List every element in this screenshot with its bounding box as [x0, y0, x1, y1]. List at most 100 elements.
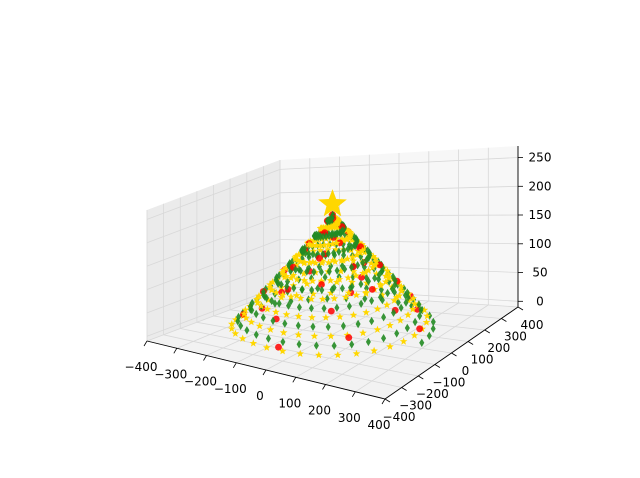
green-diamond-point	[244, 326, 250, 335]
green-diamond-point	[362, 294, 368, 303]
gold-star-point	[287, 274, 295, 282]
green-diamond-point	[326, 215, 332, 225]
x-tick-mark	[173, 348, 178, 354]
green-diamond-point	[310, 322, 316, 331]
x-tick-label: −300	[154, 367, 187, 381]
gold-star-point	[356, 248, 364, 257]
gold-star-point	[278, 347, 287, 355]
gold-star-point	[383, 301, 391, 309]
gold-star-point	[282, 264, 290, 272]
green-diamond-point	[340, 321, 346, 331]
green-diamond-point	[331, 283, 337, 292]
gold-star-point	[359, 269, 367, 277]
gold-star-point	[311, 259, 320, 267]
green-diamond-point	[360, 258, 366, 267]
x-tick-mark	[232, 362, 237, 369]
green-diamond-point	[276, 299, 282, 308]
red-ornament-point	[368, 286, 376, 293]
gold-star-point	[386, 321, 394, 329]
gold-star-point	[343, 226, 351, 234]
gold-star-point	[333, 278, 341, 286]
y-tick-mark	[384, 398, 391, 403]
green-diamond-point	[278, 280, 284, 289]
gold-star-point	[282, 272, 291, 280]
gold-star-point	[316, 241, 324, 249]
grid-line-y-floor	[263, 296, 502, 319]
grid-line-z-left	[146, 192, 281, 244]
gold-star-point	[279, 290, 287, 299]
gold-star-point	[373, 325, 382, 333]
gold-star-point	[309, 241, 318, 249]
green-diamond-point	[336, 247, 342, 256]
y-tick-label: −400	[383, 410, 416, 424]
gold-star-point	[358, 246, 367, 254]
y-tick-label: 300	[504, 330, 527, 344]
gold-star-point	[341, 293, 350, 301]
gold-star-point	[238, 334, 247, 342]
gold-star-point	[300, 258, 309, 266]
gold-star-point	[371, 254, 380, 263]
green-diamond-point	[430, 324, 436, 333]
green-diamond-point	[366, 277, 371, 286]
gold-star-point	[327, 332, 335, 340]
green-diamond-point	[310, 250, 316, 259]
grid-line-z-back	[279, 185, 519, 194]
green-diamond-point	[381, 313, 387, 322]
gold-star-point	[339, 236, 348, 244]
green-diamond-point	[417, 311, 423, 321]
gold-star-point	[352, 291, 361, 299]
gold-star-point	[330, 294, 339, 302]
green-diamond-point	[381, 334, 387, 343]
green-diamond-point	[293, 265, 299, 274]
x-tick-label: 100	[278, 396, 301, 410]
green-diamond-point	[320, 232, 326, 241]
gold-star-point	[317, 277, 326, 285]
gold-star-point	[386, 342, 394, 350]
x-tick-mark	[203, 355, 207, 361]
grid-line-z-left	[146, 262, 281, 314]
gold-star-point	[255, 291, 263, 300]
grid-line-y-floor	[163, 334, 402, 388]
gold-star-point	[253, 295, 261, 303]
gold-star-point	[294, 250, 303, 258]
green-diamond-point	[405, 293, 411, 302]
gold-star-point	[257, 301, 265, 310]
gold-star-point	[369, 252, 377, 260]
green-diamond-point	[342, 264, 348, 274]
gold-star-point	[307, 295, 316, 303]
gold-star-point	[344, 227, 353, 235]
gold-star-point	[409, 305, 417, 313]
green-diamond-point	[296, 340, 302, 349]
green-diamond-point	[389, 284, 395, 294]
gold-star-point	[308, 313, 316, 321]
gold-star-point	[404, 311, 412, 319]
gold-star-point	[318, 295, 327, 303]
gold-star-point	[291, 255, 300, 263]
gold-star-point	[420, 306, 429, 314]
green-diamond-point	[309, 285, 315, 295]
x-tick-mark	[143, 340, 148, 347]
x-tick-label: −200	[184, 375, 217, 389]
gold-star-point	[337, 256, 346, 264]
gold-star-point	[309, 290, 318, 298]
gold-star-point	[390, 296, 399, 304]
gold-star-point	[348, 253, 357, 261]
x-tick-label: −400	[125, 360, 158, 374]
gold-star-point	[383, 266, 392, 275]
gold-star-point	[322, 313, 330, 321]
red-ornament-point	[275, 343, 282, 351]
y-tick-label: −300	[399, 399, 432, 413]
green-diamond-point	[319, 285, 325, 295]
green-diamond-point	[316, 262, 322, 271]
gold-star-point	[349, 256, 358, 265]
green-diamond-point	[349, 282, 355, 291]
x-tick-label: 300	[338, 411, 361, 425]
gold-star-point	[305, 258, 314, 267]
green-diamond-point	[318, 267, 324, 277]
gold-star-point	[353, 251, 361, 259]
gold-star-point	[249, 339, 258, 347]
green-diamond-point	[358, 299, 364, 308]
green-diamond-point	[403, 298, 409, 307]
z-tick-label: 200	[529, 179, 552, 193]
grid-line-y-floor	[279, 290, 519, 308]
